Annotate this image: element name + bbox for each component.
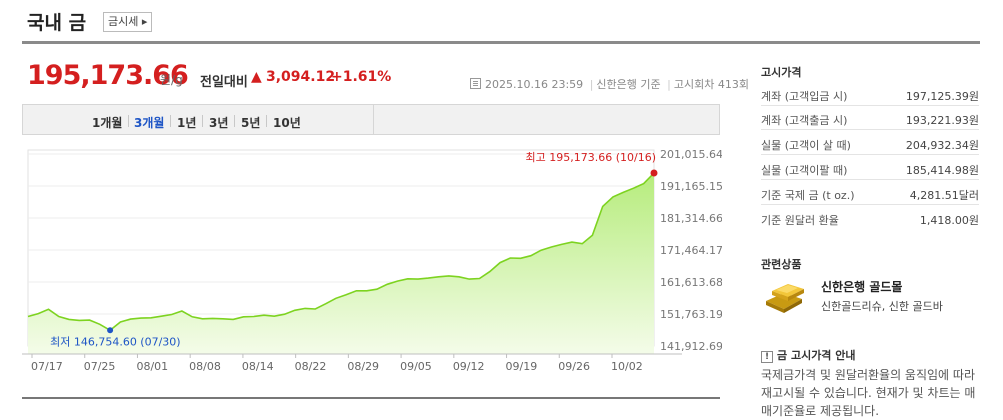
notice-row-value: 1,418.00원 [919,214,979,227]
tab-5years[interactable]: 5년 [241,116,261,130]
product-subtitle: 신한골드리슈, 신한 골드바 [821,300,943,313]
row-divider [761,179,979,180]
notice-row-value: 193,221.93원 [905,114,979,127]
y-tick-label: 141,912.69 [660,340,722,353]
up-triangle-icon: ▲ [251,69,262,85]
notice-row-value: 185,414.98원 [905,164,979,177]
info-title: ! 금 고시가격 안내 [761,347,856,363]
price-source: 신한은행 기준 [596,78,661,91]
notice-row: 실물 (고객이팔 때) 185,414.98원 [761,162,979,186]
price-unit: 원/g [160,73,183,87]
notice-row-label: 실물 (고객이팔 때) [761,164,848,177]
notice-row: 계좌 (고객출금 시) 193,221.93원 [761,112,979,136]
tab-3months[interactable]: 3개월 [134,116,165,130]
row-divider [761,129,979,130]
y-tick-label: 161,613.68 [660,276,722,289]
notice-row: 실물 (고객이 살 때) 204,932.34원 [761,137,979,161]
period-divider [373,105,374,134]
y-tick-label: 191,165.15 [660,180,722,193]
price-round: 고시회차 413회 [673,78,749,91]
notice-row-label: 계좌 (고객입금 시) [761,90,848,103]
tab-1year[interactable]: 1년 [177,116,197,130]
period-tabbar [22,104,720,135]
price-chart[interactable]: 07/17 07/25 08/01 08/08 08/14 08/22 08/29 09/05… [22,144,722,374]
price-date: 2025.10.16 23:59 [485,78,584,91]
notice-row-label: 계좌 (고객출금 시) [761,114,848,127]
chart-bottom-divider [22,397,720,399]
low-point-label: 최저 146,754.60 (07/30) [50,335,181,348]
x-tick-label: 07/17 [31,360,63,373]
row-divider [761,154,979,155]
notice-row-value: 197,125.39원 [905,90,979,103]
row-divider [761,105,979,106]
header-divider [22,41,980,44]
price-change: 3,094.12 [266,69,336,85]
page-title: 국내 금 [27,12,87,34]
notice-row: 계좌 (고객입금 시) 197,125.39원 [761,88,979,112]
price-meta: 2025.10.16 23:59 | 신한은행 기준 | 고시회차 413회 [470,76,749,92]
x-tick-label: 09/26 [558,360,590,373]
y-tick-label: 171,464.17 [660,244,722,257]
notice-row-value: 204,932.34원 [905,139,979,152]
related-products-title: 관련상품 [761,258,802,271]
exclamation-icon: ! [761,351,773,363]
notice-row: 기준 원달러 환율 1,418.00원 [761,212,979,236]
tab-separator [128,115,129,127]
price-line [27,172,655,332]
notice-row-label: 기준 국제 금 (t oz.) [761,189,855,202]
tab-3years[interactable]: 3년 [209,116,229,130]
info-title-text: 금 고시가격 안내 [777,349,856,362]
row-divider [761,204,979,205]
high-point-label: 최고 195,173.66 (10/16) [526,151,657,164]
x-tick-label: 09/12 [453,360,485,373]
low-point-marker [107,327,114,334]
x-tick-label: 08/14 [242,360,274,373]
tab-10years[interactable]: 10년 [273,116,301,130]
product-name-link[interactable]: 신한은행 골드몰 [821,280,903,294]
x-tick-label: 08/01 [136,360,168,373]
y-tick-label: 201,015.64 [660,148,722,161]
price-change-rate: +1.61% [331,69,392,85]
tab-separator [234,115,235,127]
notice-price-title: 고시가격 [761,66,802,79]
info-text: 국제금가격 및 원달러환율의 움직임에 따라 재고시될 수 있습니다. 현재가 … [761,368,976,418]
price-area [28,173,654,354]
y-tick-label: 151,763.19 [660,308,722,321]
tab-1month[interactable]: 1개월 [92,116,123,130]
tab-separator [266,115,267,127]
gold-price-link[interactable]: 금시세 ▸ [103,12,153,32]
x-tick-label: 08/22 [295,360,327,373]
x-tick-label: 09/05 [400,360,432,373]
notice-row: 기준 국제 금 (t oz.) 4,281.51달러 [761,187,979,211]
notice-row-label: 기준 원달러 환율 [761,214,839,227]
tab-separator [202,115,203,127]
compare-label: 전일대비 [200,75,248,90]
x-tick-label: 08/29 [347,360,379,373]
notice-row-label: 실물 (고객이 살 때) [761,139,851,152]
tab-separator [170,115,171,127]
current-price: 195,173.66 [27,60,189,91]
high-point-marker [650,169,658,177]
y-tick-label: 181,314.66 [660,212,722,225]
document-icon [470,78,481,89]
x-tick-label: 07/25 [84,360,116,373]
x-tick-label: 10/02 [611,360,643,373]
notice-row-value: 4,281.51달러 [909,189,979,202]
x-tick-label: 09/19 [506,360,538,373]
gold-bar-icon[interactable] [762,277,808,315]
x-tick-label: 08/08 [189,360,221,373]
